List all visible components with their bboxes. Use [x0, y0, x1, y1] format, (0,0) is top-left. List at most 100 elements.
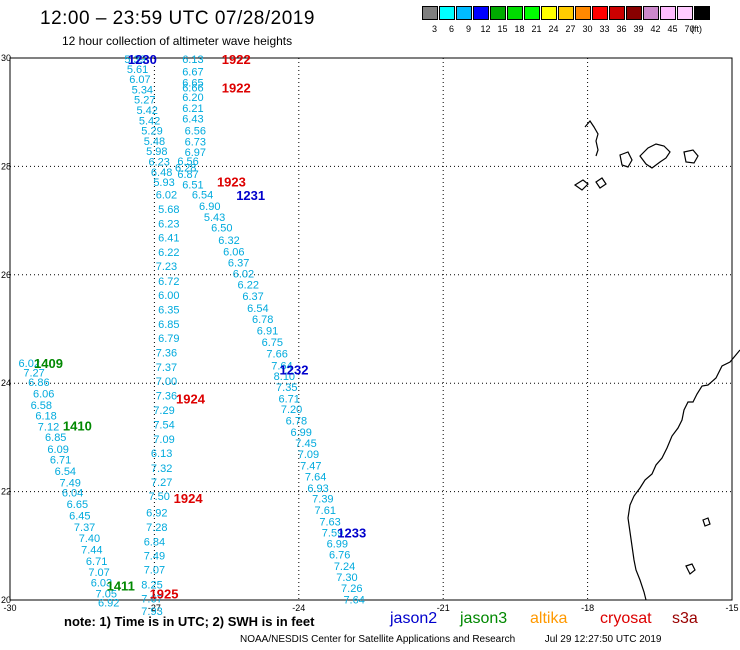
lat-tick-label: 22 — [1, 487, 11, 497]
colorbar-swatch — [660, 6, 676, 20]
wave-height-value: 7.45 — [295, 438, 316, 450]
wave-height-value: 7.49 — [144, 551, 165, 563]
wave-height-value: 6.56 — [177, 156, 198, 168]
wave-height-value: 6.67 — [182, 67, 203, 79]
colorbar-label: 70 — [684, 24, 695, 34]
colorbar-label: 6 — [448, 24, 454, 34]
colorbar-label: 36 — [616, 24, 627, 34]
wave-height-value: 7.00 — [156, 376, 177, 388]
wave-height-value: 6.54 — [247, 303, 268, 315]
wave-height-value: 6.92 — [146, 508, 167, 520]
wave-height-value: 7.07 — [88, 567, 109, 579]
small-island — [702, 517, 711, 527]
pass-time-label: 1232 — [280, 363, 309, 378]
pass-time-label: 1922 — [222, 80, 251, 95]
colorbar-swatch — [524, 6, 540, 20]
wave-height-value: 6.09 — [47, 444, 68, 456]
wave-height-value: 6.06 — [223, 246, 244, 258]
map-frame — [9, 57, 733, 601]
pass-time-label: 1230 — [128, 52, 157, 67]
wave-height-value: 7.30 — [336, 572, 357, 584]
satellite-legend-cryosat: cryosat — [600, 610, 652, 627]
colorbar-swatch — [456, 6, 472, 20]
wave-height-value: 5.48 — [144, 136, 165, 148]
wave-height-value: 6.97 — [185, 147, 206, 159]
pass-time-label: 1924 — [176, 391, 206, 406]
wave-height-value: 6.92 — [98, 598, 119, 610]
wave-height-value: 6.66 — [182, 82, 203, 94]
wave-height-value: 6.45 — [69, 510, 90, 522]
small-island — [685, 563, 696, 575]
wave-height-value: 6.56 — [185, 126, 206, 138]
wave-height-value: 6.28 — [175, 162, 196, 174]
wave-height-value: 6.75 — [262, 337, 283, 349]
wave-height-value: 6.71 — [278, 393, 299, 405]
morocco-coastline — [584, 119, 599, 157]
wave-height-value: 6.23 — [158, 218, 179, 230]
wave-height-value: 6.99 — [327, 539, 348, 551]
wave-height-value: 6.76 — [329, 549, 350, 561]
pass-time-label: 1409 — [34, 356, 63, 371]
wave-height-value: 6.02 — [156, 190, 177, 202]
colorbar-swatch — [439, 6, 455, 20]
colorbar-label: 24 — [548, 24, 559, 34]
wave-height-value: 7.07 — [144, 565, 165, 577]
wave-height-value: 6.78 — [252, 314, 273, 326]
colorbar-swatch — [677, 6, 693, 20]
wave-height-value: 5.93 — [153, 177, 174, 189]
wave-height-value: 7.64 — [271, 360, 292, 372]
wave-height-value: 6.79 — [158, 333, 179, 345]
colorbar-swatch — [575, 6, 591, 20]
lon-tick-label: -27 — [148, 603, 161, 613]
wave-height-value: 6.23 — [149, 157, 170, 169]
map-note: note: 1) Time is in UTC; 2) SWH is in fe… — [64, 614, 315, 629]
wave-height-value: 7.24 — [334, 561, 355, 573]
wave-height-value: 6.41 — [158, 232, 179, 244]
wave-height-value: 7.23 — [156, 261, 177, 273]
wave-height-value: 7.67 — [141, 593, 162, 605]
wave-height-value: 6.78 — [286, 416, 307, 428]
wave-height-value: 5.98 — [146, 146, 167, 158]
colorbar-swatch — [558, 6, 574, 20]
colorbar-label: 12 — [480, 24, 491, 34]
wave-height-value: 7.32 — [151, 463, 172, 475]
lon-tick-label: -30 — [3, 603, 16, 613]
wave-height-value: 5.68 — [158, 204, 179, 216]
wave-height-value: 6.72 — [158, 276, 179, 288]
wave-height-value: 6.65 — [67, 499, 88, 511]
wave-height-value: 5.42 — [139, 115, 160, 127]
credit-text: NOAA/NESDIS Center for Satellite Applica… — [240, 634, 516, 645]
page-title: 12:00 – 23:59 UTC 07/28/2019 — [40, 8, 315, 29]
credit-line: NOAA/NESDIS Center for Satellite Applica… — [240, 634, 661, 645]
timestamp: Jul 29 12:27:50 UTC 2019 — [544, 634, 662, 645]
wave-height-value: 6.21 — [182, 103, 203, 115]
wave-height-value: 7.28 — [146, 522, 167, 534]
colorbar-swatch — [473, 6, 489, 20]
wave-height-value: 7.29 — [153, 405, 174, 417]
wave-height-value: 7.44 — [81, 545, 102, 557]
colorbar-swatch — [507, 6, 523, 20]
wave-height-value: 5.39 — [124, 54, 145, 66]
wave-height-value: 6.18 — [35, 411, 56, 423]
wave-height-value: 7.20 — [281, 404, 302, 416]
wave-height-value: 6.22 — [238, 280, 259, 292]
wave-height-value: 6.50 — [211, 223, 232, 235]
wave-height-value: 6.73 — [185, 136, 206, 148]
colorbar-label: (ft) — [691, 24, 702, 34]
colorbar-label: 9 — [465, 24, 471, 34]
wave-height-value: 7.93 — [141, 606, 162, 618]
colorbar-swatch — [592, 6, 608, 20]
colorbar-swatch — [490, 6, 506, 20]
pass-time-label: 1231 — [236, 188, 265, 203]
wave-height-value: 7.26 — [341, 583, 362, 595]
lat-tick-label: 28 — [1, 161, 11, 171]
wave-height-value: 5.27 — [134, 95, 155, 107]
wave-height-value: 6.20 — [182, 92, 203, 104]
wave-height-value: 7.54 — [153, 419, 174, 431]
tenerife-island — [639, 143, 671, 169]
wave-height-value: 6.85 — [45, 432, 66, 444]
wave-height-value: 6.93 — [307, 483, 328, 495]
wave-height-value: 8.25 — [141, 579, 162, 591]
wave-height-value: 5.42 — [136, 105, 157, 117]
wave-height-value: 7.50 — [149, 491, 170, 503]
